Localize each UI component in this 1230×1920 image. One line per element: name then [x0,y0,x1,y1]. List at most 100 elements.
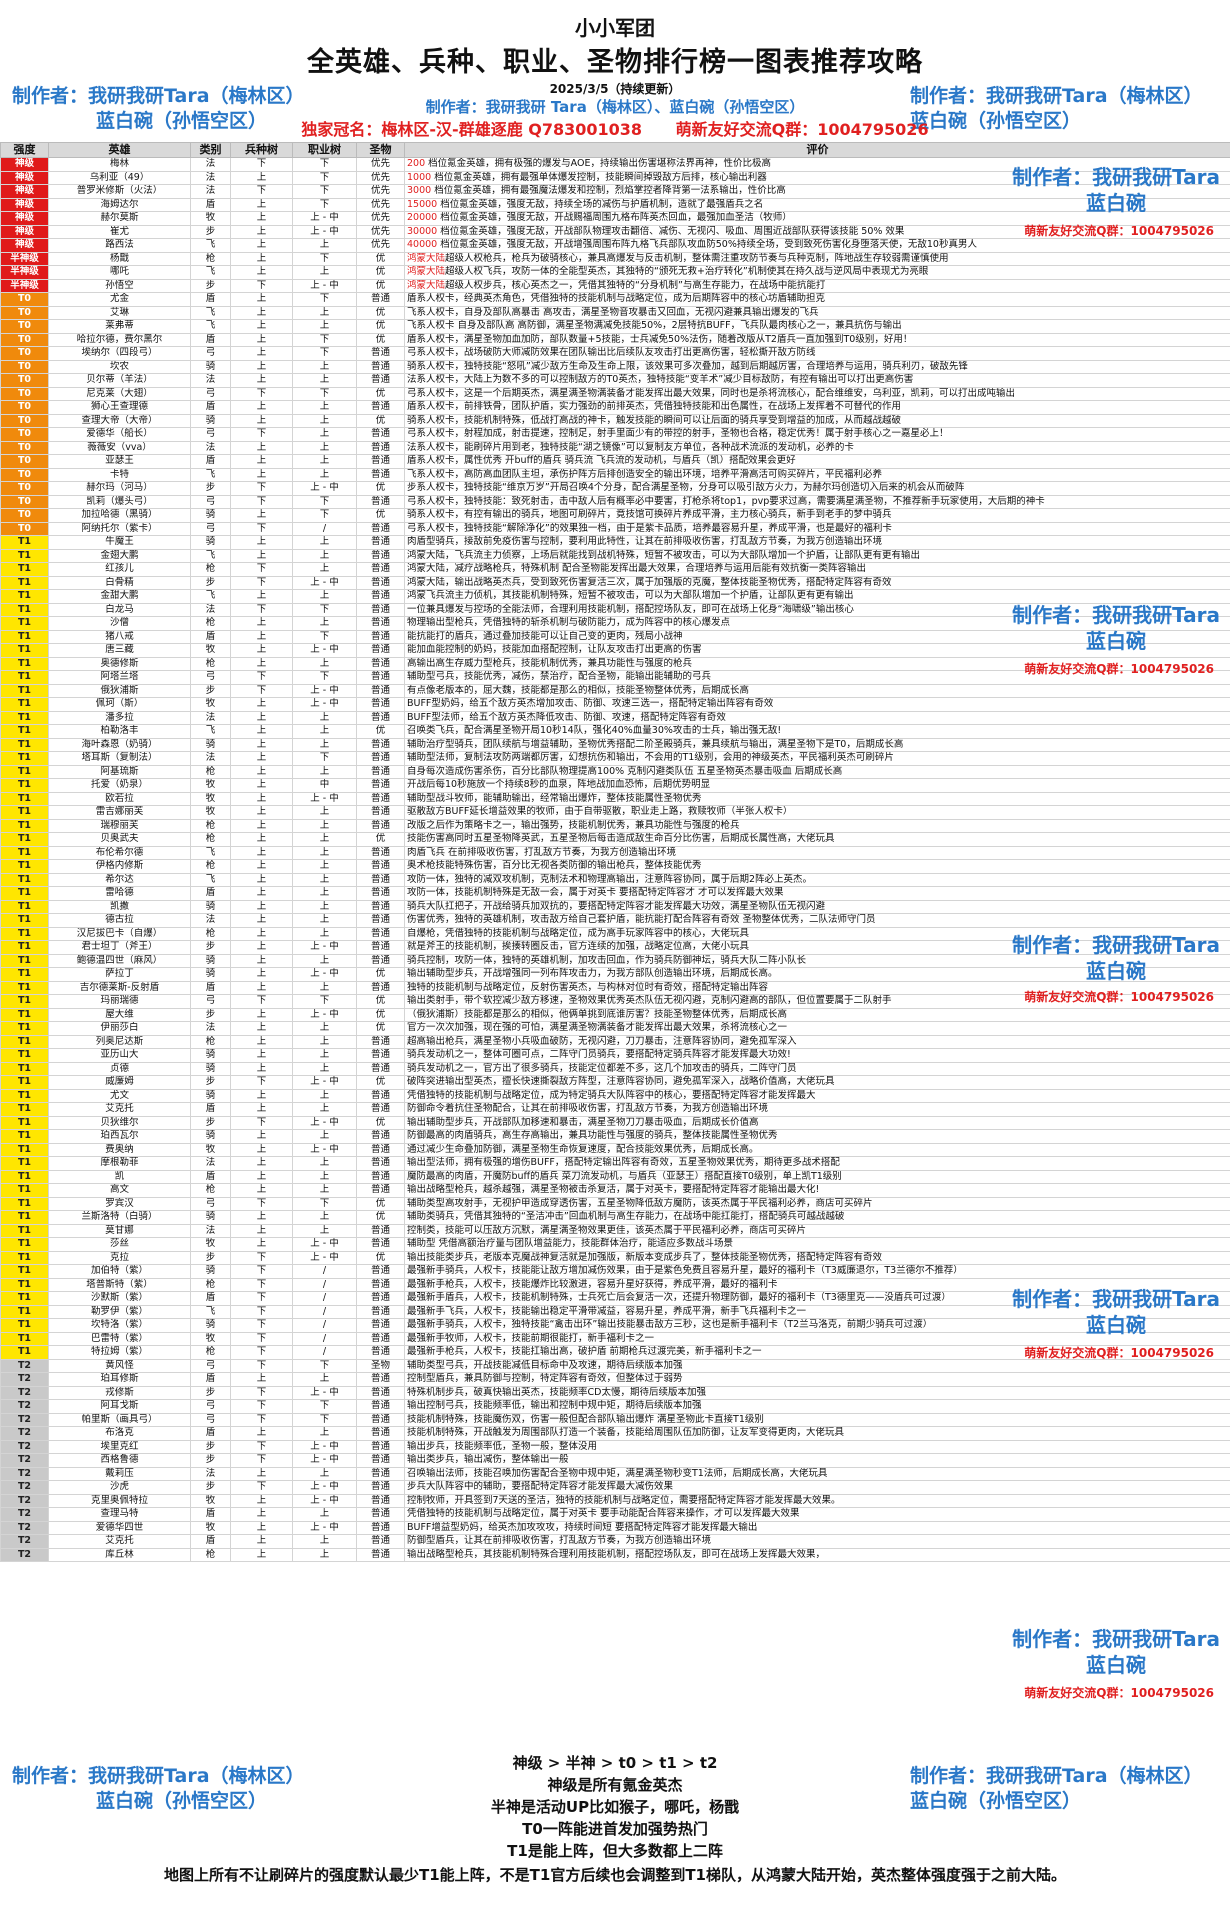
tier-cell: T2 [0,1399,49,1414]
review-cell: 攻防一体，独特的减双攻机制，克制法术和物理高输出，注意阵容协同，属于后期2阵必上… [404,872,1230,887]
review-text: 能抗能打的盾兵，通过叠加技能可以让自己变的更肉，残局小战神 [407,630,683,642]
relic: 普通 [356,737,405,752]
review-text: 最强新手骑兵，人权卡，技能能让敌方增加减伤效果，由于是紫色免费且容易升星，最好的… [407,1265,963,1276]
review-text: 辅助类骑兵，凭借其独特的“圣洁冲击”回血机制与高生存能力，在战场中能扛能打，搭配… [407,1211,845,1222]
hero-name: 坎特洛（紫） [48,1318,191,1333]
review-cell: 肉盾型骑兵，接敌前免疫伤害与控制，要利用此特性，让其在前排吸收伤害，打乱敌方节奏… [404,535,1230,550]
review-text: 技能机制特殊，开战触发为周围部队打造一个装备，技能给周围队伍加防御，让友军变得更… [407,1427,845,1438]
review-cell: 骑兵大队扛把子，开战给骑兵加双抗的，要搭配特定阵容才能发挥最大功效，满星圣物队伍… [404,899,1230,914]
troop-tree: 上 [230,265,293,280]
hero-type: 盾 [190,1102,231,1117]
review-cell: 技能机制特殊，技能魔伤双，伤害一般但配合部队输出爆炸 满星圣物此卡直接T1级别 [404,1412,1230,1427]
troop-tree: 上 [230,872,293,887]
review-cell: 鸿蒙大陆超级人权飞兵，攻防一体的全能型英杰，其独特的“颁死无救+治疗转化”机制使… [404,265,1230,280]
review-cell: 自身每次造成伤害杀伤，百分比部队物理提高100% 克制闪避类队伍 五星圣物英杰暴… [404,764,1230,779]
review-highlight: 鸿蒙大陆 [407,252,446,264]
hero-type: 盾 [190,629,231,644]
table-row: T1 金甜大鹏飞上上普通 鸿蒙飞兵流主力侦机，其技能机制特殊，短暂不被攻击，可以为大… [0,589,1230,604]
table-row: T1 汉尼拔巴卡（自爆）枪上上普通 自爆枪，凭借独特的技能机制与战略定位，成为高手玩… [0,926,1230,941]
hero-type: 牧 [190,697,231,712]
hero-name: 海姆达尔 [48,197,191,212]
relic: 普通 [356,602,405,617]
job-tree: 上 [292,535,357,550]
troop-tree: 上 [230,292,293,307]
relic: 优 [356,305,405,320]
review-text: 就是斧王的技能机制，挨揍转圈反击，官方连续的加强，战略定位高，大佬小玩具 [407,941,750,952]
troop-tree: 下 [230,481,293,496]
review-cell: 输出辅助型步兵，开战部队加移速和暴击，满星圣物刀刀暴击吸血，后期成长价值高 [404,1115,1230,1130]
relic: 普通 [356,683,405,698]
hero-name: 海叶森恩（奶骑） [48,737,191,752]
job-tree: 上 [292,440,357,455]
hero-name: 艾琳 [48,305,191,320]
tier-cell: 神级 [0,211,49,226]
table-row: T1 阿塔兰塔弓下下普通 辅助型弓兵，技能优秀，减伤，禁治疗，配合圣物，能输出能辅助… [0,670,1230,685]
tier-cell: T0 [0,440,49,455]
review-text: 弓系人权卡，战场破防大师减防效果在团队输出比后续队友攻击打出更高伤害，轻松撕开敌… [407,347,816,358]
hero-type: 飞 [190,265,231,280]
troop-tree: 上 [230,251,293,266]
troop-tree: 下 [230,1399,293,1414]
table-row: T1 阿基琉斯枪上上普通 自身每次造成伤害杀伤，百分比部队物理提高100% 克制闪避… [0,764,1230,779]
hero-name: 塔耳斯（复制法） [48,751,191,766]
review-cell: 步兵大队阵容中的辅助，要搭配特定阵容才能发挥最大减伤效果 [404,1480,1230,1495]
review-cell: 控制类，技能可以压敌方沉默，满星满圣物效果更佳，该英杰属于平民福利必养，商店可买… [404,1223,1230,1238]
hero-type: 牧 [190,1237,231,1252]
troop-tree: 上 [230,629,293,644]
relic: 普通 [356,589,405,604]
review-text: 辅助型法师，复制法攻防两端都厉害，幻想抗伤和输出，不会用的T1级别，会用的神级英… [407,752,894,763]
troop-tree: 下 [230,670,293,685]
hero-type: 盾 [190,1534,231,1549]
table-row: T1 贝奥武夫枪上上优技能伤害高同时五星圣物降英武，五星圣物后每击造成敌生命百分比… [0,832,1230,847]
job-tree: 上 - 中 [292,1453,357,1468]
relic: 普通 [356,872,405,887]
credit-center: 制作者：我研我研 Tara（梅林区）、蓝白碗（孙悟空区） [425,98,805,116]
hero-name: 查理大帝（大帝） [48,413,191,428]
credit-right: 制作者：我研我研Tara（梅林区） 蓝白碗（孙悟空区） [910,84,1203,134]
hero-name: 萨拉丁 [48,967,191,982]
job-tree: 下 [292,251,357,266]
review-cell: 骑兵发动机之一，官方出了很多骑兵，技能定位都差不多，这几个加攻击的骑兵，二阵守门… [404,1061,1230,1076]
hero-name: 巴雷特（紫） [48,1331,191,1346]
hero-name: 白骨精 [48,575,191,590]
tier-cell: T1 [0,616,49,631]
troop-tree: 上 [230,454,293,469]
job-tree: 上 - 中 [292,224,357,239]
job-tree: 上 - 中 [292,1385,357,1400]
hero-type: 步 [190,1480,231,1495]
troop-tree: 上 [230,1129,293,1144]
relic: 普通 [356,1129,405,1144]
job-tree: 上 [292,319,357,334]
watermark-line2: 蓝白碗 [1086,191,1147,215]
review-text: 骑兵控制，攻防一体，独特的英雄机制，加攻击回血，作为骑兵防御神坛，骑兵大队二阵小… [407,954,807,966]
hero-type: 枪 [190,562,231,577]
troop-tree: 下 [230,1439,293,1454]
review-highlight: 200 [407,158,426,169]
table-row: T0 莱弗蒂飞上上优飞系人权卡 自身及部队高 高防御，满星圣物满减免技能50%，2… [0,319,1230,334]
hero-name: 奥德修斯 [48,656,191,671]
review-cell: 输出技能类步兵，老版本克魔战神复活就是加强版，新版本变成步兵了，整体技能圣物优秀… [404,1250,1230,1265]
review-cell: 输出控制弓兵，技能频率低，输出和控制中规中矩，期待后续版本加强 [404,1399,1230,1414]
relic: 普通 [356,1426,405,1441]
hero-type: 枪 [190,1034,231,1049]
review-text: 弓系人权卡，射程加成，射击提速，控制足，射手里面少有的带控的射手，圣物也合格，稳… [407,428,949,439]
job-tree: 上 - 中 [292,697,357,712]
tier-cell: T0 [0,521,49,536]
tier-cell: T1 [0,683,49,698]
relic: 普通 [356,1331,405,1346]
hero-type: 弓 [190,346,231,361]
footer-credit-left: 制作者：我研我研Tara（梅林区） 蓝白碗（孙悟空区） [12,1764,305,1814]
review-text: 召唤输出法师，技能召唤加伤害配合圣物中规中矩，满星满圣物秒变T1法师，后期成长高… [407,1467,828,1479]
tier-cell: 神级 [0,238,49,253]
table-row: T1 列奥尼达斯枪上上普通 超高输出枪兵，满星圣物小兵吸血破防，无视闪避，刀刀暴击，… [0,1034,1230,1049]
job-tree: 下 [292,170,357,185]
relic: 优先 [356,238,405,253]
table-row: T1 威廉姆步下上 - 中优破阵突进输出型英杰，擅长快速撕裂敌方阵型，注意阵容协同… [0,1075,1230,1090]
troop-tree: 上 [230,1210,293,1225]
job-tree: 上 [292,1466,357,1481]
review-highlight: 3000 [407,185,432,196]
hero-name: 黄风怪 [48,1358,191,1373]
relic: 普通 [356,454,405,469]
hero-name: 费奥纳 [48,1142,191,1157]
rule-order: 神级 > 半神 > t0 > t1 > t2 [512,1754,718,1772]
